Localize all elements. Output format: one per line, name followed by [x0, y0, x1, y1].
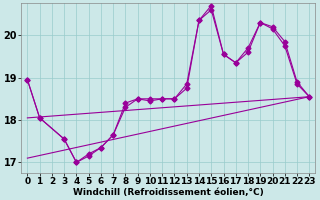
X-axis label: Windchill (Refroidissement éolien,°C): Windchill (Refroidissement éolien,°C)	[73, 188, 264, 197]
